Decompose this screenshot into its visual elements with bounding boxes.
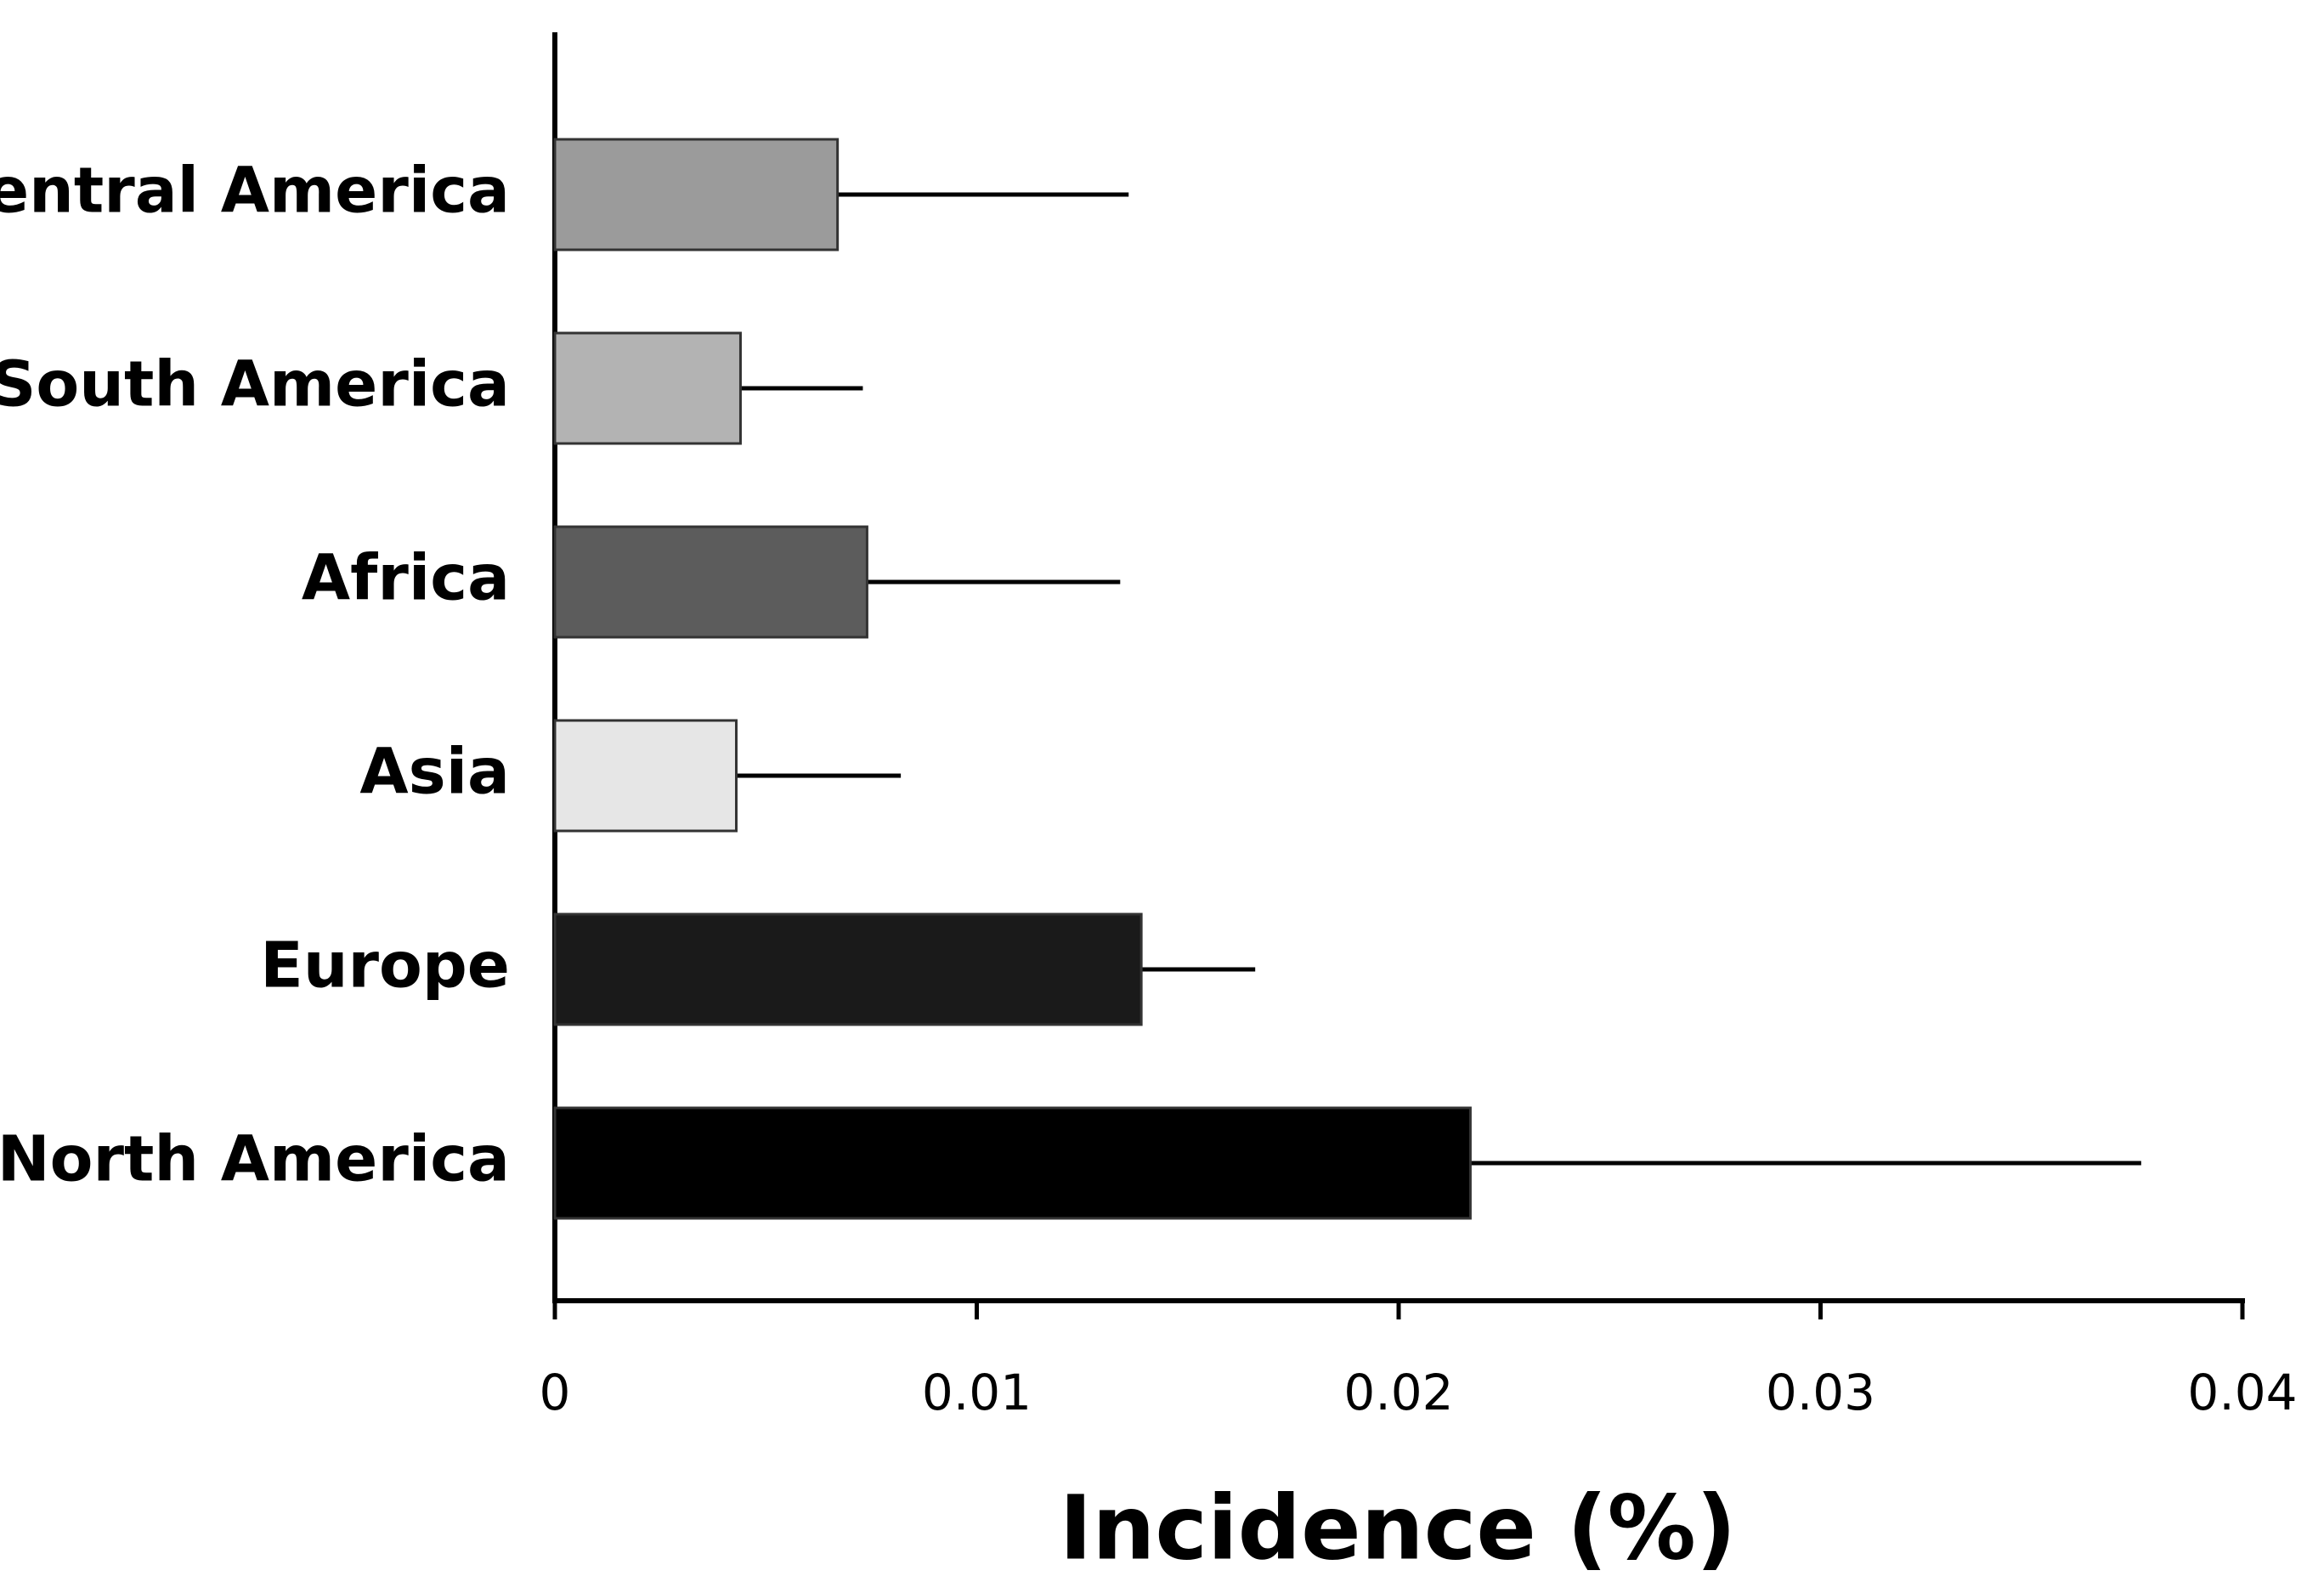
x-tick-label: 0.02 [1343, 1364, 1453, 1421]
x-tick-label: 0.03 [1766, 1364, 1875, 1421]
y-tick-label: South America [0, 348, 510, 421]
y-tick-label: Europe [260, 929, 510, 1003]
y-tick-label: Africa [302, 542, 510, 615]
x-axis-label: Incidence (%) [1060, 1476, 1737, 1579]
bar [553, 912, 1143, 1026]
y-tick-label: Central America [0, 155, 510, 228]
x-tick-label: 0.01 [922, 1364, 1032, 1421]
bar [553, 331, 742, 445]
x-tick-label: 0 [540, 1364, 571, 1421]
x-tick-label: 0.04 [2187, 1364, 2297, 1421]
bar [553, 1106, 1472, 1220]
y-tick-label: Asia [359, 736, 510, 809]
bar [553, 719, 738, 833]
bar [553, 138, 840, 251]
bar [553, 525, 868, 639]
y-tick-label: North America [0, 1123, 510, 1196]
